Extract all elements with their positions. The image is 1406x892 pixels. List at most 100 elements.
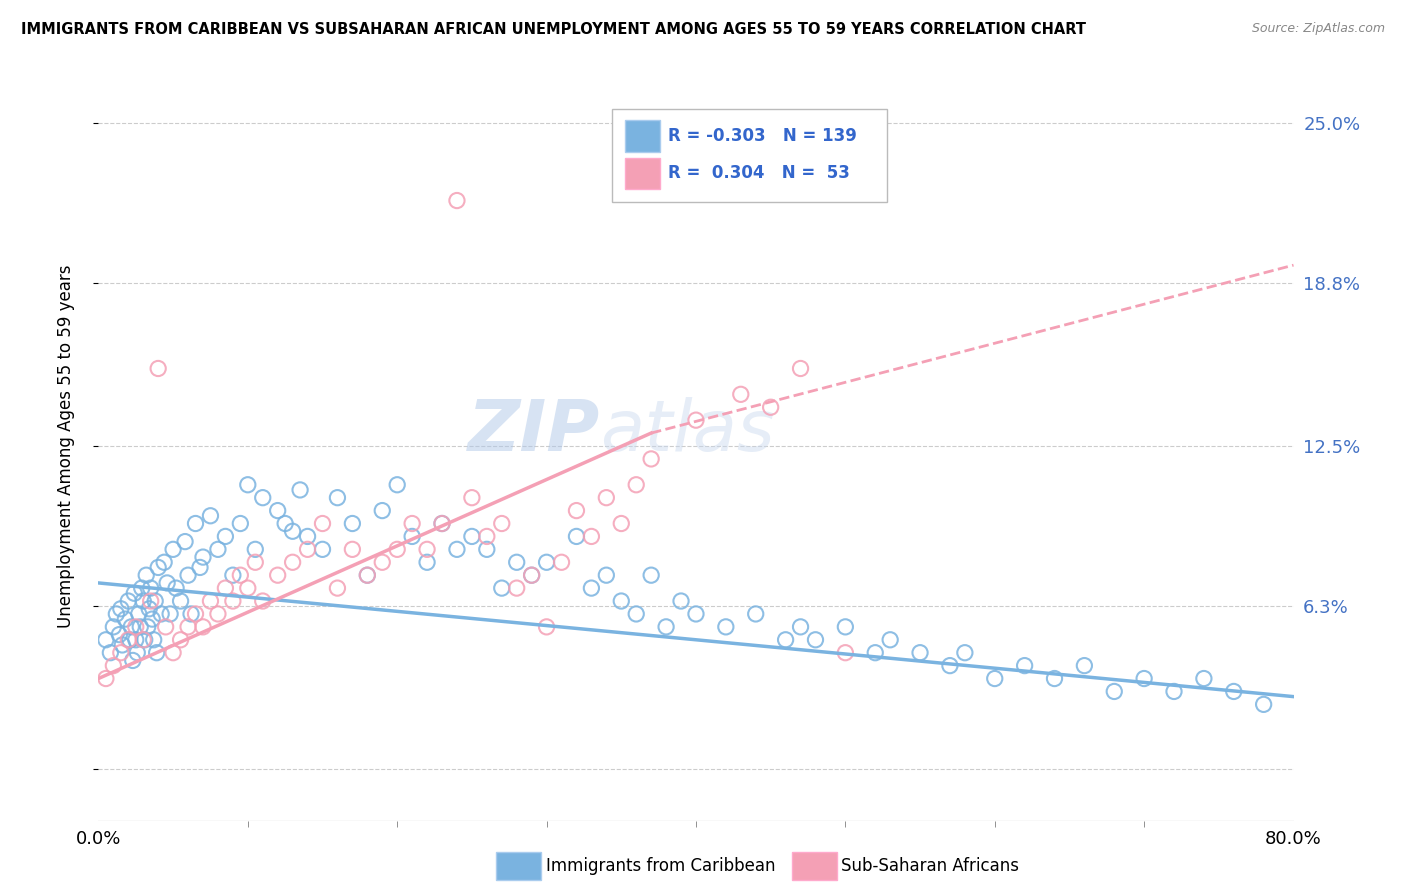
Point [356, 568, 378, 582]
Point [125, 620, 148, 634]
Point [229, 568, 252, 582]
Point [125, 632, 148, 647]
Point [156, 576, 179, 591]
Point [150, 607, 173, 621]
Point [461, 491, 484, 505]
Point [371, 555, 394, 569]
Point [446, 194, 468, 208]
FancyBboxPatch shape [613, 109, 887, 202]
Point [745, 607, 768, 621]
Point [730, 387, 752, 401]
Point [274, 516, 297, 531]
Point [141, 612, 163, 626]
Point [184, 516, 207, 531]
Text: IMMIGRANTS FROM CARIBBEAN VS SUBSAHARAN AFRICAN UNEMPLOYMENT AMONG AGES 55 TO 59: IMMIGRANTS FROM CARIBBEAN VS SUBSAHARAN … [21, 22, 1085, 37]
Point [939, 658, 962, 673]
Point [124, 586, 146, 600]
Point [138, 601, 160, 615]
Point [117, 632, 139, 647]
Point [98, 646, 122, 660]
Text: ZIP: ZIP [468, 397, 600, 466]
Point [506, 581, 529, 595]
Point [207, 607, 229, 621]
Point [1163, 684, 1185, 698]
Point [640, 568, 662, 582]
Point [789, 620, 811, 634]
Point [371, 503, 394, 517]
Point [134, 632, 156, 647]
Point [626, 607, 648, 621]
Point [108, 627, 131, 641]
Text: R =  0.304   N =  53: R = 0.304 N = 53 [668, 164, 851, 182]
Point [416, 555, 439, 569]
Point [103, 658, 125, 673]
Point [685, 607, 707, 621]
FancyBboxPatch shape [626, 158, 661, 189]
Point [245, 555, 267, 569]
Point [121, 653, 143, 667]
Point [200, 508, 222, 523]
Point [145, 646, 167, 660]
Point [297, 542, 319, 557]
Point [342, 542, 364, 557]
Point [236, 477, 259, 491]
Point [506, 555, 529, 569]
Point [129, 620, 152, 634]
Point [804, 632, 827, 647]
Point [103, 620, 125, 634]
Point [214, 581, 236, 595]
Point [132, 632, 155, 647]
Point [1073, 658, 1095, 673]
Point [117, 594, 139, 608]
Point [236, 581, 259, 595]
Point [565, 529, 588, 543]
Point [184, 607, 207, 621]
Point [162, 542, 184, 557]
Point [610, 594, 633, 608]
Point [356, 568, 378, 582]
Point [714, 620, 737, 634]
Point [188, 560, 211, 574]
Point [595, 491, 617, 505]
Point [401, 516, 423, 531]
Point [1133, 672, 1156, 686]
Point [214, 529, 236, 543]
Point [446, 542, 468, 557]
Point [865, 646, 887, 660]
Point [94, 672, 117, 686]
Point [118, 632, 141, 647]
Point [491, 581, 513, 595]
Point [834, 646, 856, 660]
Point [326, 581, 349, 595]
Text: Source: ZipAtlas.com: Source: ZipAtlas.com [1251, 22, 1385, 36]
Point [111, 638, 134, 652]
Point [180, 607, 202, 621]
Point [288, 483, 311, 497]
Point [155, 620, 177, 634]
Text: Sub-Saharan Africans: Sub-Saharan Africans [841, 857, 1019, 875]
Point [267, 503, 290, 517]
Point [908, 646, 931, 660]
Point [1253, 698, 1275, 712]
Point [139, 594, 162, 608]
Point [461, 529, 484, 543]
Point [252, 491, 274, 505]
Point [520, 568, 543, 582]
Point [475, 529, 498, 543]
Point [191, 620, 214, 634]
Point [834, 620, 856, 634]
Point [1043, 672, 1066, 686]
Point [536, 555, 558, 569]
Point [229, 516, 252, 531]
Point [565, 503, 588, 517]
Point [581, 581, 603, 595]
Point [984, 672, 1007, 686]
Point [550, 555, 572, 569]
Point [953, 646, 976, 660]
Point [626, 477, 648, 491]
Point [581, 529, 603, 543]
Point [135, 568, 157, 582]
Point [143, 594, 166, 608]
Point [245, 542, 267, 557]
Text: R = -0.303   N = 139: R = -0.303 N = 139 [668, 127, 858, 145]
